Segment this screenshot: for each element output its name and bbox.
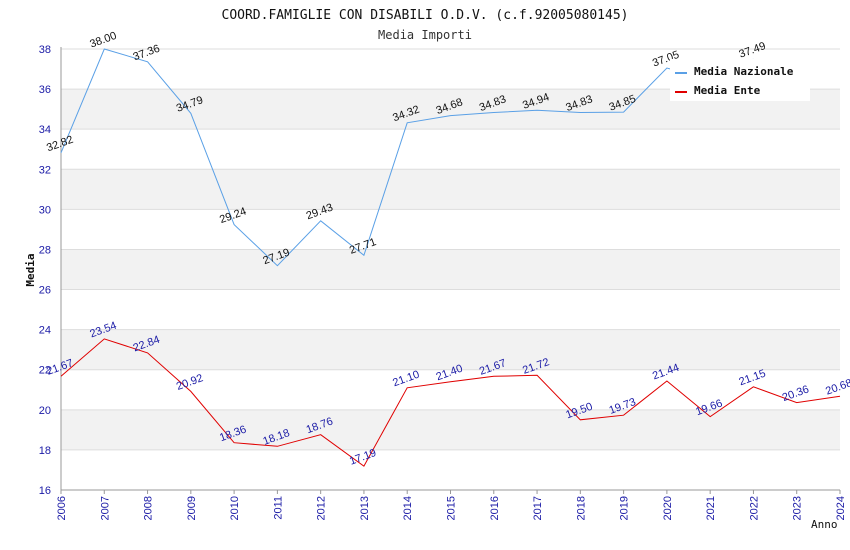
x-tick-label: 2023 (792, 496, 804, 520)
data-label-nazionale: 38.00 (88, 30, 118, 51)
y-tick-label: 34 (39, 124, 51, 136)
data-label-ente: 21.67 (45, 357, 75, 378)
x-tick-label: 2021 (705, 496, 717, 520)
plot-band (61, 169, 840, 210)
y-axis-label: Media (24, 253, 37, 286)
data-label-nazionale: 37.36 (132, 43, 162, 64)
y-tick-label: 28 (39, 244, 51, 256)
x-tick-label: 2017 (532, 496, 544, 520)
x-tick-label: 2009 (186, 496, 198, 520)
series-line-nazionale (60, 48, 754, 267)
y-tick-label: 38 (39, 44, 51, 56)
x-tick-label: 2020 (662, 496, 674, 520)
x-axis-label: Anno (811, 518, 838, 531)
plot-band (61, 409, 840, 450)
plot-band (61, 249, 840, 290)
y-tick-label: 24 (39, 325, 51, 337)
y-tick-label: 32 (39, 164, 51, 176)
x-tick-label: 2010 (229, 496, 241, 520)
data-label-ente: 20.68 (824, 377, 850, 398)
y-tick-label: 36 (39, 84, 51, 96)
x-tick-label: 2013 (359, 496, 371, 520)
x-tick-label: 2019 (619, 496, 631, 520)
y-tick-label: 16 (39, 485, 51, 497)
legend-label-nazionale: Media Nazionale (694, 65, 794, 78)
x-axis-ticks: 2006 2007 2008 2009 2010 2011 2012 2013 2014 2015… (56, 490, 847, 520)
legend-box (670, 59, 810, 101)
x-tick-label: 2006 (56, 496, 68, 520)
x-tick-label: 2012 (316, 496, 328, 520)
data-label-nazionale: 37.49 (737, 40, 767, 61)
data-label-ente: 21.15 (737, 368, 767, 389)
data-label-nazionale: 32.82 (45, 134, 75, 155)
x-tick-label: 2024 (835, 496, 847, 520)
y-tick-label: 30 (39, 204, 51, 216)
x-tick-label: 2022 (748, 496, 760, 520)
x-tick-label: 2007 (99, 496, 111, 520)
plot-band (61, 329, 840, 370)
y-axis-ticks: 16 18 20 22 24 26 28 30 32 34 36 38 (39, 44, 51, 497)
x-tick-label: 2015 (446, 496, 458, 520)
series-line-ente (60, 338, 841, 467)
plot-background-bands (61, 89, 840, 450)
x-tick-label: 2014 (402, 496, 414, 520)
chart-subtitle: Media Importi (378, 28, 472, 42)
x-tick-label: 2018 (575, 496, 587, 520)
y-tick-label: 20 (39, 405, 51, 417)
y-tick-label: 26 (39, 285, 51, 297)
chart-title: COORD.FAMIGLIE CON DISABILI O.D.V. (c.f.… (222, 8, 629, 23)
y-tick-label: 18 (39, 445, 51, 457)
x-tick-label: 2016 (489, 496, 501, 520)
x-tick-label: 2011 (272, 496, 284, 520)
legend-label-ente: Media Ente (694, 84, 761, 97)
y-tick-label: 22 (39, 365, 51, 377)
x-tick-label: 2008 (143, 496, 155, 520)
legend: Media Nazionale Media Ente (670, 59, 810, 101)
data-label-ente: 20.92 (175, 372, 205, 393)
